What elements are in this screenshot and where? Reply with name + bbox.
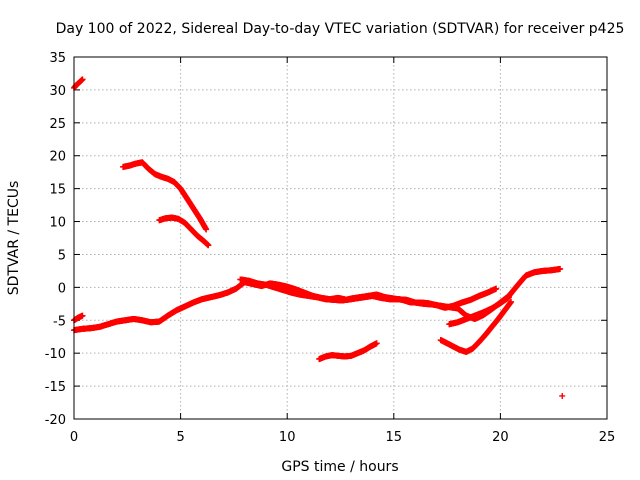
data-point (559, 392, 566, 399)
y-tick-label: 5 (58, 248, 66, 263)
data-point (557, 265, 564, 272)
x-axis-label: GPS time / hours (281, 459, 398, 475)
grid (74, 57, 607, 419)
x-tick-label: 25 (599, 430, 616, 445)
x-tick-label: 20 (492, 430, 509, 445)
data-point (205, 242, 212, 249)
data-point (79, 76, 86, 83)
data-point (79, 312, 86, 319)
y-tick-label: 0 (58, 281, 66, 296)
tick-labels: 0 5 10 15 20 25 -20 -15 -10 -5 0 5 10 15 20 25 30 35 (45, 51, 616, 445)
x-tick-label: 5 (176, 430, 184, 445)
y-tick-label: -15 (45, 380, 66, 395)
data-point (493, 285, 500, 292)
x-tick-label: 10 (279, 430, 296, 445)
x-tick-label: 0 (70, 430, 78, 445)
y-axis-label: SDTVAR / TECUs (6, 181, 22, 296)
y-tick-label: -20 (45, 413, 66, 428)
y-tick-label: 30 (49, 84, 66, 99)
plot-frame (73, 56, 608, 420)
data-points (71, 76, 566, 399)
y-tick-label: 20 (49, 150, 66, 165)
y-tick-label: 35 (49, 51, 66, 66)
y-tick-label: -10 (45, 347, 66, 362)
data-point (373, 340, 380, 347)
y-tick-label: 25 (49, 117, 66, 132)
y-tick-label: -5 (53, 314, 66, 329)
x-tick-label: 15 (386, 430, 403, 445)
y-tick-label: 10 (49, 216, 66, 231)
data-point (203, 226, 210, 233)
data-point (508, 298, 515, 305)
chart-title: Day 100 of 2022, Sidereal Day-to-day VTE… (56, 21, 625, 37)
y-tick-label: 15 (49, 183, 66, 198)
data-point (505, 294, 512, 301)
